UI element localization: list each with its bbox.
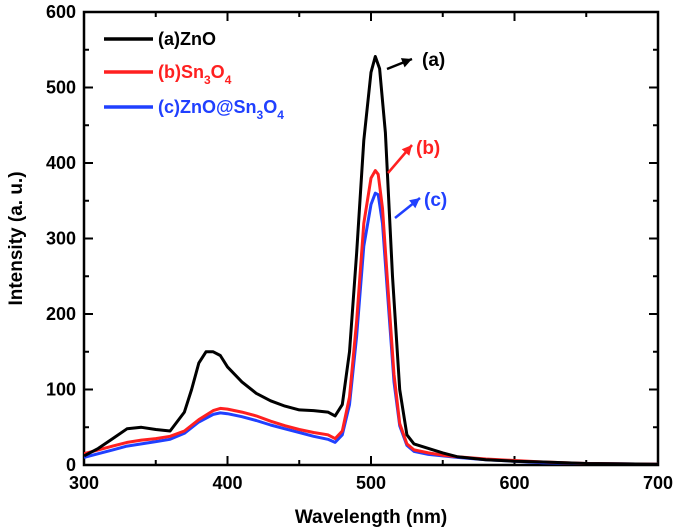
y-axis-title: Intensity (a. u.)	[6, 171, 27, 305]
annotation-label: (c)	[424, 190, 447, 211]
y-tick-label: 300	[46, 229, 76, 249]
annotation-arrow-head	[401, 145, 412, 156]
series-line-2	[84, 191, 658, 465]
legend-text-prefix: (b)Sn	[158, 62, 204, 82]
legend-subscript: 4	[225, 73, 232, 87]
y-tick-label: 0	[66, 455, 76, 475]
annotation-label: (b)	[416, 138, 440, 159]
legend-label-1: (b)Sn3O4	[158, 62, 232, 87]
y-tick-label: 400	[46, 153, 76, 173]
annotation-arrow-head	[400, 58, 412, 68]
annotation-label: (a)	[422, 50, 445, 71]
legend-text-prefix: (a)ZnO	[158, 29, 216, 49]
x-tick-label: 500	[356, 473, 386, 493]
y-tick-label: 200	[46, 304, 76, 324]
legend-text-mid: O	[263, 97, 277, 117]
x-tick-label: 700	[643, 473, 673, 493]
legend-label-2: (c)ZnO@Sn3O4	[158, 97, 284, 122]
x-axis-title: Wavelength (nm)	[295, 507, 447, 528]
legend-text-mid: O	[211, 62, 225, 82]
legend-subscript: 3	[204, 73, 211, 87]
series-line-1	[84, 169, 658, 465]
y-tick-label: 500	[46, 78, 76, 98]
x-tick-label: 600	[499, 473, 529, 493]
legend-subscript: 4	[277, 108, 284, 122]
x-tick-label: 400	[212, 473, 242, 493]
legend-text-prefix: (c)ZnO@Sn	[158, 97, 257, 117]
series-line-0	[84, 55, 658, 465]
y-tick-label: 100	[46, 380, 76, 400]
x-tick-label: 300	[69, 473, 99, 493]
legend-subscript: 3	[257, 108, 264, 122]
annotation-arrow-head	[409, 198, 420, 209]
legend-label-0: (a)ZnO	[158, 29, 216, 49]
y-tick-label: 600	[46, 2, 76, 22]
